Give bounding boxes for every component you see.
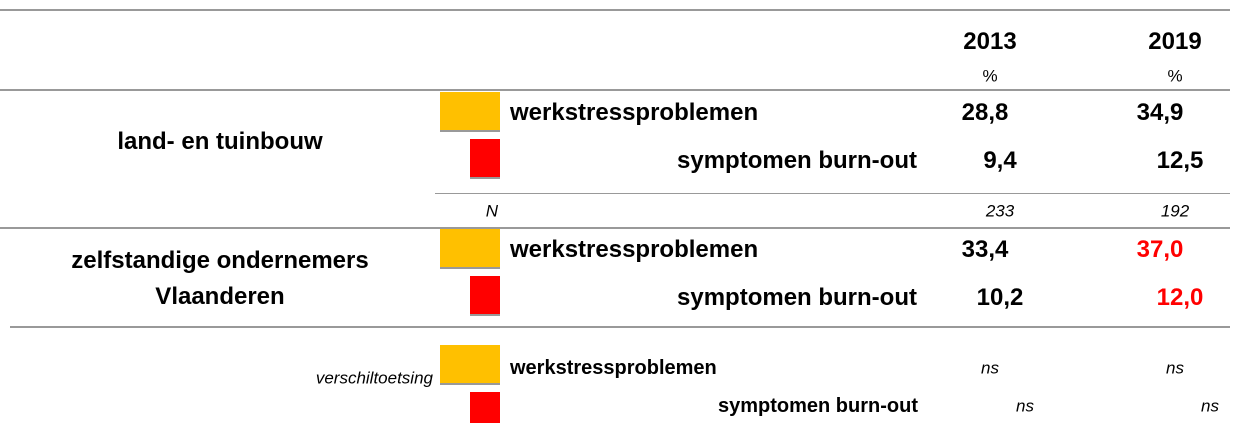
text: 28,8 xyxy=(961,99,1009,126)
text: 12,0 xyxy=(1156,284,1204,311)
text: verschiltoetsing xyxy=(315,368,433,388)
text: 10,2 xyxy=(976,284,1024,311)
text: % xyxy=(982,66,998,86)
rule xyxy=(435,193,1230,194)
text: 9,4 xyxy=(983,147,1017,174)
swatch xyxy=(440,229,500,269)
text: 233 xyxy=(985,201,1015,221)
text: ns xyxy=(1016,396,1034,416)
text: land- en tuinbouw xyxy=(117,128,323,155)
text: Vlaanderen xyxy=(155,283,285,310)
text: symptomen burn-out xyxy=(677,147,917,174)
text: 12,5 xyxy=(1156,147,1204,174)
text: 192 xyxy=(1160,201,1190,221)
text: 37,0 xyxy=(1136,236,1184,263)
rule xyxy=(0,9,1230,11)
swatch xyxy=(470,139,500,179)
text: symptomen burn-out xyxy=(677,284,917,311)
swatch xyxy=(470,276,500,316)
text: 33,4 xyxy=(961,236,1009,263)
rule xyxy=(0,227,1230,229)
text: ns xyxy=(1201,396,1219,416)
text: ns xyxy=(1166,358,1184,378)
swatch xyxy=(440,92,500,132)
rule xyxy=(0,89,1230,91)
swatch xyxy=(440,345,500,385)
text: zelfstandige ondernemers xyxy=(71,247,369,274)
text: symptomen burn-out xyxy=(718,395,918,417)
rule xyxy=(10,326,1230,328)
text: werkstressproblemen xyxy=(510,357,717,379)
text: werkstressproblemen xyxy=(510,236,759,263)
text: N xyxy=(485,201,498,221)
swatch xyxy=(470,392,500,423)
text: 2013 xyxy=(963,28,1017,55)
text: ns xyxy=(981,358,999,378)
text: 2019 xyxy=(1148,28,1202,55)
text: % xyxy=(1167,66,1183,86)
text: 34,9 xyxy=(1136,99,1184,126)
text: werkstressproblemen xyxy=(510,99,759,126)
